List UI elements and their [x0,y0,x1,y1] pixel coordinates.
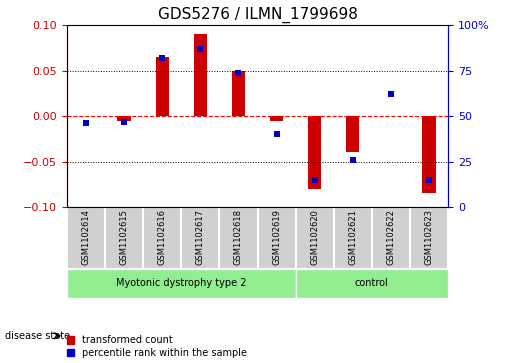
Title: GDS5276 / ILMN_1799698: GDS5276 / ILMN_1799698 [158,7,357,23]
FancyBboxPatch shape [67,207,105,269]
Text: GSM1102616: GSM1102616 [158,209,167,265]
Text: GSM1102619: GSM1102619 [272,209,281,265]
Text: GSM1102614: GSM1102614 [81,209,91,265]
Bar [232,71,245,116]
Text: disease state: disease state [5,331,70,341]
FancyBboxPatch shape [410,207,448,269]
FancyBboxPatch shape [67,269,296,298]
Bar [346,116,359,152]
FancyBboxPatch shape [219,207,258,269]
Text: GSM1102615: GSM1102615 [119,209,129,265]
FancyBboxPatch shape [143,207,181,269]
Legend: transformed count, percentile rank within the sample: transformed count, percentile rank withi… [66,335,247,358]
Text: GSM1102618: GSM1102618 [234,209,243,265]
FancyBboxPatch shape [105,207,143,269]
FancyBboxPatch shape [372,207,410,269]
Text: GSM1102620: GSM1102620 [310,209,319,265]
FancyBboxPatch shape [181,207,219,269]
Bar [156,57,169,116]
Text: control: control [355,278,389,288]
Bar [117,116,131,121]
Bar [422,116,436,193]
Text: Myotonic dystrophy type 2: Myotonic dystrophy type 2 [116,278,247,288]
Text: GSM1102617: GSM1102617 [196,209,205,265]
Text: GSM1102622: GSM1102622 [386,209,396,265]
FancyBboxPatch shape [296,207,334,269]
Text: GSM1102621: GSM1102621 [348,209,357,265]
Bar [194,34,207,116]
FancyBboxPatch shape [258,207,296,269]
Bar [308,116,321,189]
FancyBboxPatch shape [334,207,372,269]
Text: GSM1102623: GSM1102623 [424,209,434,265]
Bar [270,116,283,121]
FancyBboxPatch shape [296,269,448,298]
